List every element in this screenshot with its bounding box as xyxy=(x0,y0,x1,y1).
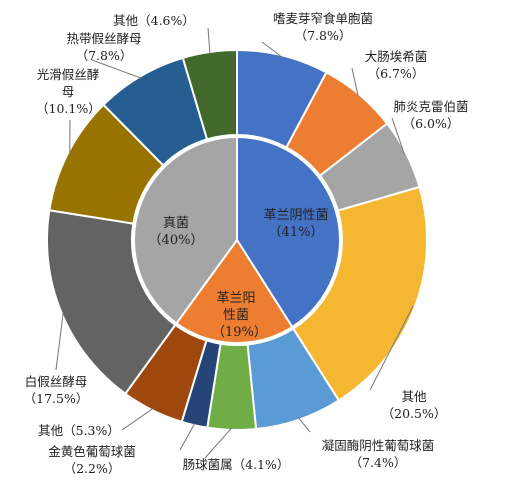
leader-line xyxy=(179,422,196,451)
value-label: （2.2%） xyxy=(63,461,121,476)
category-label: 其他 xyxy=(38,423,64,438)
category-label: 嗜麦芽窄食单胞菌 xyxy=(272,11,373,26)
label: 凝固酶阴性葡萄球菌 （7.4%） xyxy=(312,437,444,471)
category-label: 金黄色葡萄球菌 xyxy=(48,444,136,459)
inner-segment xyxy=(133,135,238,325)
category-label: 真菌 xyxy=(162,216,189,231)
label: 光滑假丝酵母 （10.1%） xyxy=(36,66,101,117)
value-label: （6.0%） xyxy=(402,116,460,131)
category-label: 革兰阴性菌 xyxy=(263,208,329,223)
leader-line xyxy=(204,427,233,459)
label: 革兰阳性菌 （19%） xyxy=(212,290,267,341)
value-label: （17.5%） xyxy=(23,391,89,406)
value-label: （10.1%） xyxy=(36,101,101,116)
label: 嗜麦芽窄食单胞菌 （7.8%） xyxy=(262,10,384,44)
category-label: 肺炎克雷伯菌 xyxy=(393,99,469,114)
label: 肺炎克雷伯菌 （6.0%） xyxy=(388,98,474,132)
outer-segment xyxy=(181,48,238,141)
inner-segment xyxy=(175,238,294,344)
label: 白假丝酵母 （17.5%） xyxy=(6,373,106,407)
leader-line xyxy=(298,417,311,433)
value-label: （4.1%） xyxy=(232,457,290,472)
value-label: （7.8%） xyxy=(294,28,352,43)
outer-segment xyxy=(291,185,428,402)
leader-line xyxy=(261,41,283,59)
label: 热带假丝酵母 （7.8%） xyxy=(58,30,150,64)
category-label: 其他 xyxy=(401,389,427,404)
leader-line xyxy=(391,117,405,155)
label: 其他 （20.5%） xyxy=(378,388,450,422)
category-label: 肠球菌属 xyxy=(182,457,233,472)
category-label: 光滑假丝酵母 xyxy=(36,67,100,99)
leader-line xyxy=(207,27,211,54)
category-label: 革兰阳性菌 xyxy=(216,291,256,323)
outer-segment xyxy=(46,209,177,396)
label: 肠球菌属（4.1%） xyxy=(176,456,296,473)
label: 其他（5.3%） xyxy=(34,422,124,439)
category-label: 大肠埃希菌 xyxy=(364,49,428,64)
leader-line xyxy=(55,311,64,371)
category-label: 白假丝酵母 xyxy=(24,374,88,389)
category-label: 其他 xyxy=(113,13,139,28)
leader-line xyxy=(91,59,142,79)
value-label: （7.8%） xyxy=(75,48,133,63)
category-label: 热带假丝酵母 xyxy=(66,31,142,46)
value-label: （5.3%） xyxy=(63,423,120,438)
value-label: （6.7%） xyxy=(367,66,425,81)
value-label: （40%） xyxy=(148,233,204,248)
value-label: （7.4%） xyxy=(349,455,407,470)
label: 其他（4.6%） xyxy=(104,12,204,29)
leader-line xyxy=(121,407,154,431)
label: 大肠埃希菌 （6.7%） xyxy=(352,48,440,82)
leader-line xyxy=(351,67,359,97)
category-label: 凝固酶阴性葡萄球菌 xyxy=(321,438,435,453)
value-label: （4.6%） xyxy=(138,13,195,28)
label: 真菌 （40%） xyxy=(140,215,212,249)
value-label: （20.5%） xyxy=(381,406,447,421)
label: 金黄色葡萄球菌 （2.2%） xyxy=(40,443,144,477)
value-label: （19%） xyxy=(212,325,267,340)
leader-line xyxy=(369,306,414,391)
label: 革兰阴性菌 （41%） xyxy=(250,207,342,241)
value-label: （41%） xyxy=(268,225,324,240)
